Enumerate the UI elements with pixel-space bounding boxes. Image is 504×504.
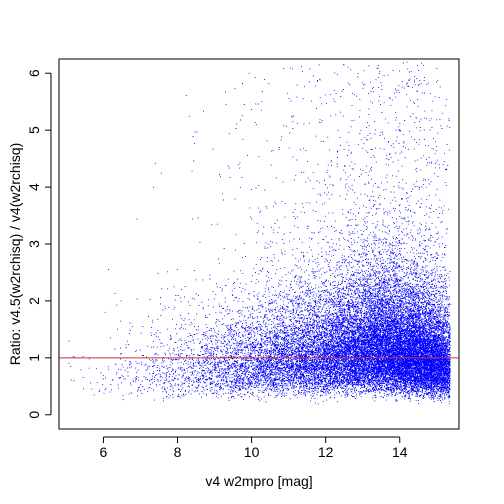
- y-axis: 0 1 2 3 4 5 6: [26, 69, 52, 419]
- y-tick-label: 5: [26, 126, 42, 134]
- y-tick-label: 4: [26, 183, 42, 191]
- y-tick-label: 2: [26, 297, 42, 305]
- plot-frame: [58, 58, 460, 430]
- x-axis-title: v4 w2mpro [mag]: [205, 473, 312, 489]
- scatter-points: [68, 61, 451, 405]
- x-tick-label: 12: [318, 444, 334, 460]
- y-tick-label: 1: [26, 354, 42, 362]
- x-tick-label: 6: [100, 444, 108, 460]
- y-tick-label: 3: [26, 240, 42, 248]
- y-tick-label: 6: [26, 69, 42, 77]
- x-tick-label: 8: [174, 444, 182, 460]
- x-axis: 6 8 10 12 14: [100, 436, 408, 460]
- scatter-point-cloud: [68, 61, 451, 405]
- x-tick-label: 14: [392, 444, 408, 460]
- y-tick-label: 0: [26, 411, 42, 419]
- y-axis-title: Ratio: v4.5(w2rchisq) / v4(w2rchisq): [7, 143, 23, 366]
- x-tick-label: 10: [244, 444, 260, 460]
